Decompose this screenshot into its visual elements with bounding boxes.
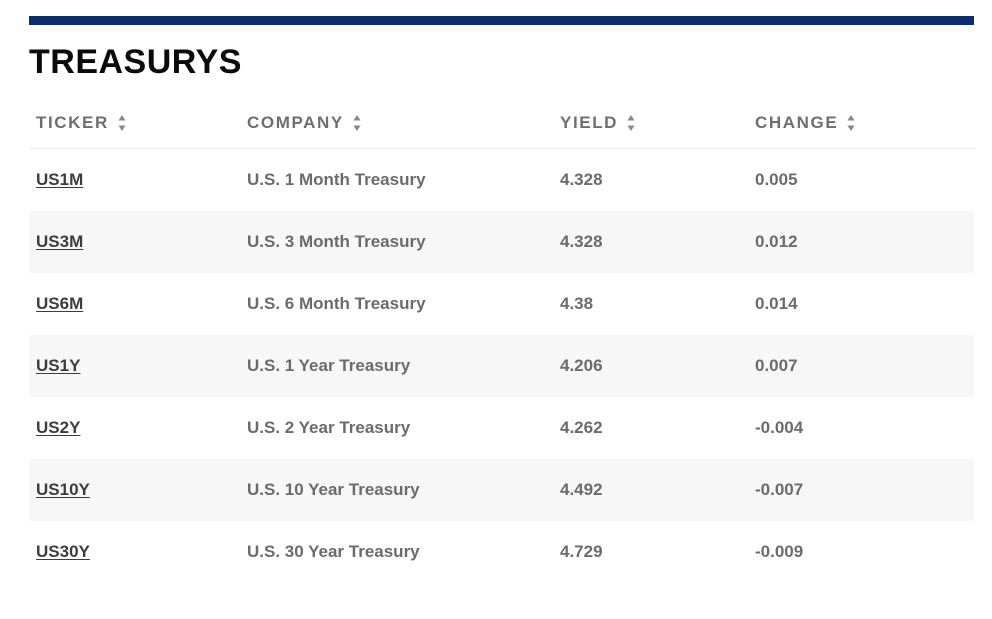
yield-cell: 4.729 bbox=[560, 542, 603, 561]
change-cell: 0.014 bbox=[755, 294, 798, 313]
yield-cell: 4.328 bbox=[560, 170, 603, 189]
ticker-link[interactable]: US6M bbox=[36, 294, 84, 313]
column-header-company[interactable]: COMPANY bbox=[247, 98, 361, 148]
company-cell: U.S. 10 Year Treasury bbox=[247, 480, 420, 499]
sort-icon bbox=[353, 113, 361, 133]
column-label: YIELD bbox=[560, 113, 619, 132]
ticker-link[interactable]: US10Y bbox=[36, 480, 90, 499]
table-row: US10Y U.S. 10 Year Treasury 4.492 -0.007 bbox=[29, 459, 974, 521]
table-row: US6M U.S. 6 Month Treasury 4.38 0.014 bbox=[29, 273, 974, 335]
change-cell: 0.012 bbox=[755, 232, 798, 251]
ticker-cell: US30Y bbox=[36, 521, 90, 583]
table-row: US2Y U.S. 2 Year Treasury 4.262 -0.004 bbox=[29, 397, 974, 459]
table-row: US1Y U.S. 1 Year Treasury 4.206 0.007 bbox=[29, 335, 974, 397]
sort-icon bbox=[118, 113, 126, 133]
ticker-link[interactable]: US30Y bbox=[36, 542, 90, 561]
section-title: TREASURYS bbox=[29, 43, 242, 81]
change-cell: -0.009 bbox=[755, 542, 804, 561]
ticker-cell: US3M bbox=[36, 211, 83, 273]
company-cell: U.S. 1 Month Treasury bbox=[247, 170, 426, 189]
ticker-link[interactable]: US2Y bbox=[36, 418, 81, 437]
yield-cell: 4.492 bbox=[560, 480, 603, 499]
column-label: TICKER bbox=[36, 113, 109, 132]
column-label: COMPANY bbox=[247, 113, 344, 132]
company-cell: U.S. 30 Year Treasury bbox=[247, 542, 420, 561]
ticker-link[interactable]: US3M bbox=[36, 232, 84, 251]
table-row: US3M U.S. 3 Month Treasury 4.328 0.012 bbox=[29, 211, 974, 273]
ticker-cell: US6M bbox=[36, 273, 83, 335]
yield-cell: 4.38 bbox=[560, 294, 594, 313]
treasury-table: TICKER COMPANY YIELD CHANGE US1M bbox=[29, 98, 974, 583]
change-cell: -0.007 bbox=[755, 480, 804, 499]
table-body: US1M U.S. 1 Month Treasury 4.328 0.005 U… bbox=[29, 149, 974, 583]
column-label: CHANGE bbox=[755, 113, 839, 132]
ticker-link[interactable]: US1M bbox=[36, 170, 84, 189]
company-cell: U.S. 6 Month Treasury bbox=[247, 294, 426, 313]
sort-icon bbox=[847, 113, 855, 133]
company-cell: U.S. 3 Month Treasury bbox=[247, 232, 426, 251]
change-cell: -0.004 bbox=[755, 418, 804, 437]
ticker-cell: US10Y bbox=[36, 459, 90, 521]
ticker-cell: US2Y bbox=[36, 397, 80, 459]
ticker-cell: US1Y bbox=[36, 335, 80, 397]
yield-cell: 4.328 bbox=[560, 232, 603, 251]
yield-cell: 4.262 bbox=[560, 418, 603, 437]
column-header-ticker[interactable]: TICKER bbox=[36, 98, 126, 148]
accent-rule bbox=[29, 16, 974, 25]
table-row: US1M U.S. 1 Month Treasury 4.328 0.005 bbox=[29, 149, 974, 211]
table-row: US30Y U.S. 30 Year Treasury 4.729 -0.009 bbox=[29, 521, 974, 583]
table-header: TICKER COMPANY YIELD CHANGE bbox=[29, 98, 974, 149]
column-header-change[interactable]: CHANGE bbox=[755, 98, 855, 148]
company-cell: U.S. 2 Year Treasury bbox=[247, 418, 411, 437]
sort-icon bbox=[627, 113, 635, 133]
column-header-yield[interactable]: YIELD bbox=[560, 98, 635, 148]
change-cell: 0.005 bbox=[755, 170, 798, 189]
company-cell: U.S. 1 Year Treasury bbox=[247, 356, 411, 375]
ticker-cell: US1M bbox=[36, 149, 83, 211]
change-cell: 0.007 bbox=[755, 356, 798, 375]
yield-cell: 4.206 bbox=[560, 356, 603, 375]
ticker-link[interactable]: US1Y bbox=[36, 356, 81, 375]
